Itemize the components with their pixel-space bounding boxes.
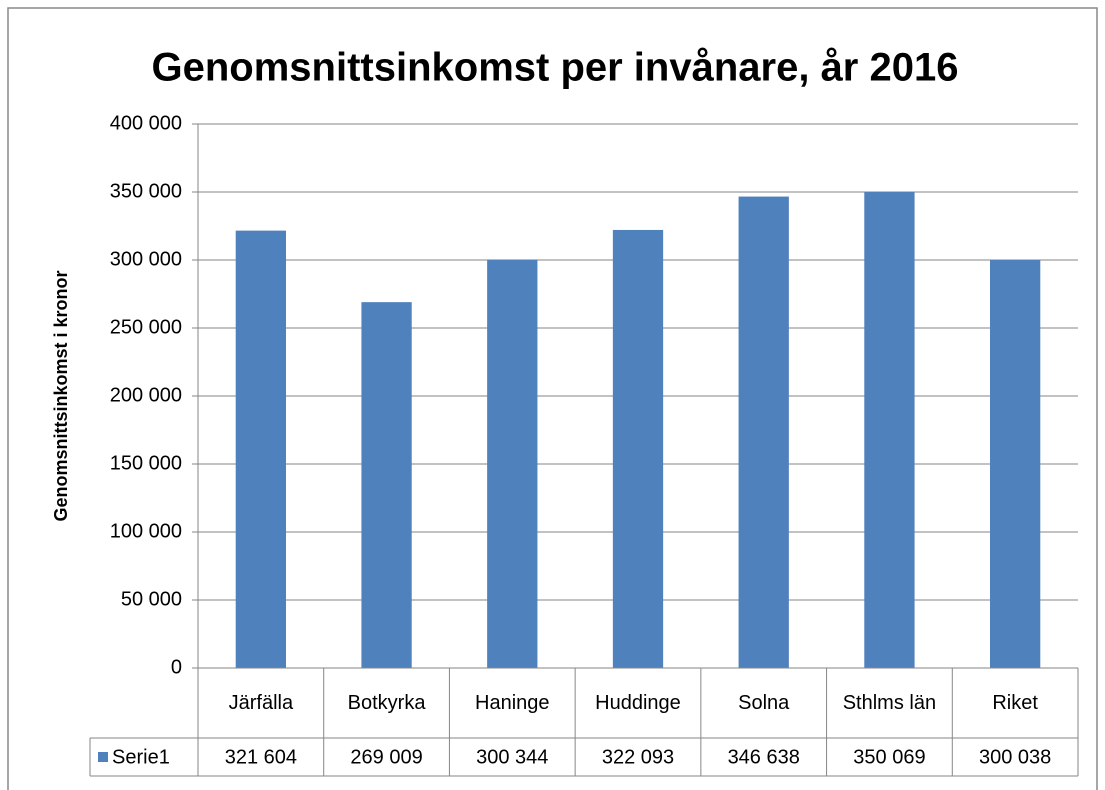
chart-border xyxy=(7,7,1098,790)
y-tick-label: 400 000 xyxy=(110,112,182,134)
data-table-value: 350 069 xyxy=(853,746,925,768)
bar xyxy=(487,259,538,668)
bar xyxy=(738,196,789,668)
y-tick-label: 0 xyxy=(171,656,182,678)
data-table-value: 346 638 xyxy=(728,746,800,768)
legend-label: Serie1 xyxy=(112,746,170,768)
x-tick-label: Sthlms län xyxy=(842,692,937,714)
bar xyxy=(235,230,286,668)
x-tick-label: Järfälla xyxy=(228,692,294,714)
data-table-value: 300 038 xyxy=(979,746,1051,768)
data-table-value: 300 344 xyxy=(476,746,548,768)
bar xyxy=(864,191,915,668)
x-tick-label: Haninge xyxy=(475,692,550,714)
data-table-value: 269 009 xyxy=(350,746,422,768)
chart-title: Genomsnittsinkomst per invånare, år 2016 xyxy=(152,46,959,90)
y-tick-label: 150 000 xyxy=(110,452,182,474)
bar xyxy=(612,229,664,668)
y-tick-label: 200 000 xyxy=(110,384,182,406)
x-tick-label: Riket xyxy=(992,692,1038,714)
x-tick-label: Solna xyxy=(738,692,790,714)
legend-swatch xyxy=(98,752,108,762)
data-table-value: 322 093 xyxy=(602,746,674,768)
bar xyxy=(990,259,1041,668)
y-tick-label: 50 000 xyxy=(121,588,182,610)
bar xyxy=(361,302,412,668)
y-tick-label: 250 000 xyxy=(110,316,182,338)
y-axis-label: Genomsnittsinkomst i kronor xyxy=(51,270,71,521)
y-tick-label: 350 000 xyxy=(110,180,182,202)
x-tick-label: Botkyrka xyxy=(347,692,426,714)
data-table-value: 321 604 xyxy=(225,746,297,768)
x-tick-label: Huddinge xyxy=(595,692,681,714)
y-tick-label: 100 000 xyxy=(110,520,182,542)
y-tick-label: 300 000 xyxy=(110,248,182,270)
